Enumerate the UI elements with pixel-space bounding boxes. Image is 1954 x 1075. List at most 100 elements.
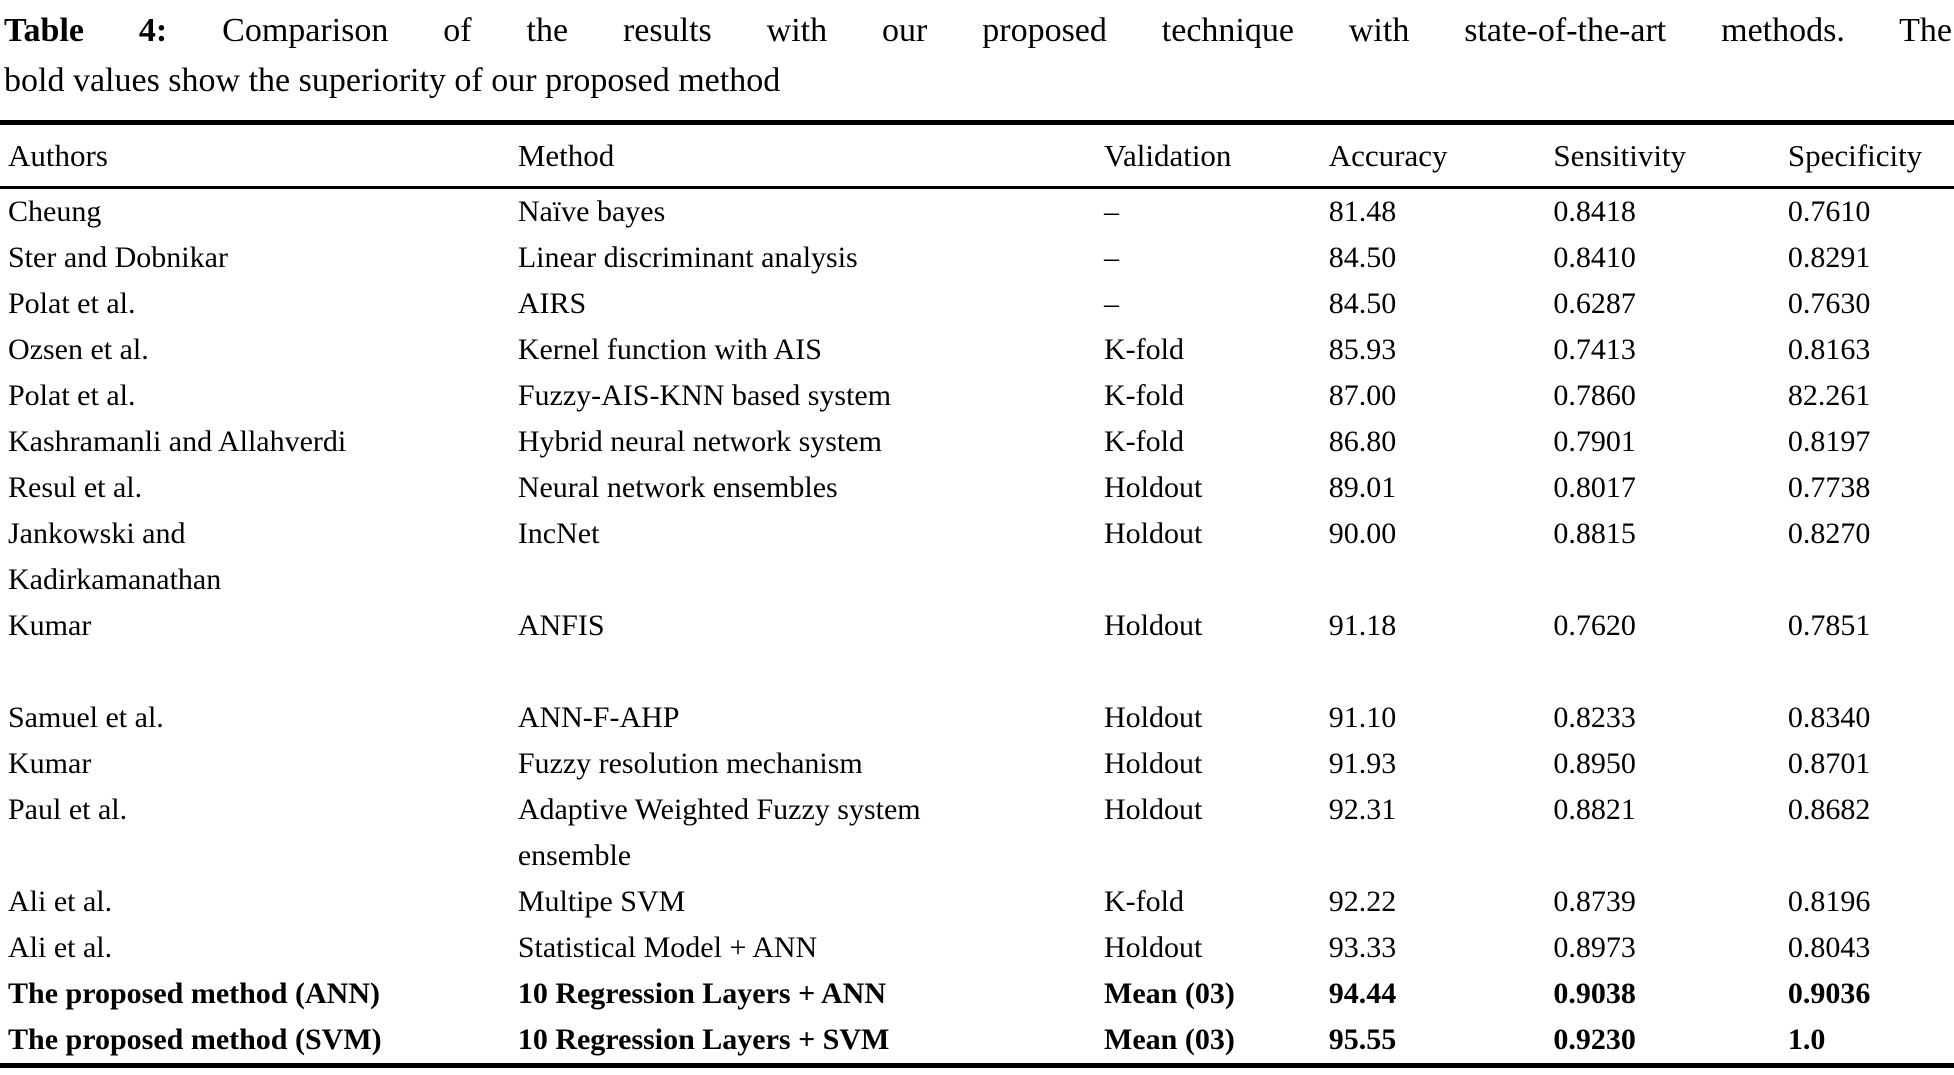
cell-method: Hybrid neural network system [517,425,882,458]
cell-accuracy: 91.10 [1328,701,1397,734]
cell-accuracy: 93.33 [1328,931,1397,964]
cell-authors: The proposed method (ANN) [8,977,380,1010]
cell-method: IncNet [517,517,600,550]
cell-accuracy: 84.50 [1328,287,1397,320]
cell-validation: Mean (03) [1104,1023,1235,1056]
cell-method: Multipe SVM [517,885,686,918]
cell-authors: Kumar [8,747,92,780]
table-row: Kashramanli and Allahverdi Hybrid neural… [0,419,1954,465]
cell-validation: Holdout [1104,701,1203,734]
caption-text-part-1: Comparison of the results with our propo… [222,12,1953,49]
cell-accuracy: 94.44 [1328,977,1397,1010]
table-row: Resul et al. Neural network ensembles Ho… [0,465,1954,511]
table-caption: Table 4: Comparison of the results with … [0,0,1954,106]
cell-specificity: 0.7610 [1787,195,1871,228]
cell-accuracy: 81.48 [1328,195,1397,228]
table-header: Authors Method Validation Accuracy Sensi… [0,122,1954,189]
cell-sensitivity: 0.8815 [1553,517,1636,550]
cell-accuracy: 84.50 [1328,241,1397,274]
cell-validation: Holdout [1104,747,1203,780]
table-row: Kumar Fuzzy resolution mechanism Holdout… [0,741,1954,787]
cell-validation: K-fold [1104,885,1184,918]
cell-authors: Ozsen et al. [8,333,149,366]
cell-method: Adaptive Weighted Fuzzy system ensemble [517,793,921,872]
cell-accuracy: 86.80 [1328,425,1397,458]
cell-accuracy: 85.93 [1328,333,1397,366]
cell-specificity: 0.8291 [1787,241,1871,274]
table-row: Ali et al. Statistical Model + ANN Holdo… [0,925,1954,971]
cell-sensitivity: 0.8418 [1553,195,1636,228]
cell-specificity: 1.0 [1787,1023,1826,1056]
cell-method: Fuzzy resolution mechanism [517,747,863,780]
cell-specificity: 0.9036 [1787,977,1871,1010]
cell-validation: K-fold [1104,425,1184,458]
cell-sensitivity: 0.7620 [1553,609,1636,642]
table-row: Paul et al. Adaptive Weighted Fuzzy syst… [0,787,1954,879]
column-header-specificity: Specificity [1787,122,1954,189]
cell-method: 10 Regression Layers + ANN [517,977,887,1010]
cell-accuracy: 89.01 [1328,471,1397,504]
column-header-method: Method [517,122,1105,189]
cell-method: ANFIS [517,609,605,642]
cell-accuracy: 91.93 [1328,747,1397,780]
cell-method: AIRS [517,287,587,320]
column-header-authors: Authors [0,122,518,189]
cell-specificity: 0.7851 [1787,609,1871,642]
cell-authors: Ster and Dobnikar [8,241,228,274]
cell-validation: – [1104,287,1120,320]
table-row: Ali et al. Multipe SVM K-fold 92.22 0.87… [0,879,1954,925]
cell-specificity: 0.8163 [1787,333,1871,366]
column-header-sensitivity: Sensitivity [1553,122,1788,189]
cell-authors: Kumar [8,609,92,642]
proposed-method-svm-row: The proposed method (SVM) 10 Regression … [0,1017,1954,1066]
cell-authors: Ali et al. [8,885,113,918]
cell-sensitivity: 0.7860 [1553,379,1636,412]
cell-sensitivity: 0.6287 [1553,287,1636,320]
cell-authors: Cheung [8,195,102,228]
cell-sensitivity: 0.7413 [1553,333,1636,366]
table-row: Polat et al. Fuzzy-AIS-KNN based system … [0,373,1954,419]
cell-method: Fuzzy-AIS-KNN based system [517,379,892,412]
cell-authors: Polat et al. [8,379,136,412]
cell-accuracy: 91.18 [1328,609,1397,642]
cell-accuracy: 95.55 [1328,1023,1397,1056]
cell-sensitivity: 0.8739 [1553,885,1636,918]
cell-sensitivity: 0.8233 [1553,701,1636,734]
table-row: Ster and Dobnikar Linear discriminant an… [0,235,1954,281]
cell-authors: Kashramanli and Allahverdi [8,425,347,458]
table-row: Jankowski and Kadirkamanathan IncNet Hol… [0,511,1954,603]
cell-specificity: 0.8682 [1787,793,1871,826]
cell-validation: Holdout [1104,517,1203,550]
cell-method: Naïve bayes [517,195,666,228]
cell-sensitivity: 0.8017 [1553,471,1636,504]
spacer-cell [0,649,1954,695]
cell-validation: K-fold [1104,333,1184,366]
cell-specificity: 0.8340 [1787,701,1871,734]
cell-method: Statistical Model + ANN [517,931,818,964]
table-row: Kumar ANFIS Holdout 91.18 0.7620 0.7851 [0,603,1954,649]
cell-authors: Paul et al. [8,793,128,826]
cell-method: Linear discriminant analysis [517,241,858,274]
cell-authors: Polat et al. [8,287,136,320]
table-body: Cheung Naïve bayes – 81.48 0.8418 0.7610… [0,188,1954,1066]
cell-sensitivity: 0.9038 [1553,977,1636,1010]
cell-validation: – [1104,241,1120,274]
table-row: Samuel et al. ANN-F-AHP Holdout 91.10 0.… [0,695,1954,741]
header-row: Authors Method Validation Accuracy Sensi… [0,122,1954,189]
cell-sensitivity: 0.7901 [1553,425,1636,458]
cell-validation: Mean (03) [1104,977,1235,1010]
cell-specificity: 0.8270 [1787,517,1871,550]
cell-specificity: 0.8701 [1787,747,1871,780]
cell-sensitivity: 0.8410 [1553,241,1636,274]
table-row: Cheung Naïve bayes – 81.48 0.8418 0.7610 [0,188,1954,236]
column-header-accuracy: Accuracy [1328,122,1554,189]
cell-accuracy: 87.00 [1328,379,1397,412]
cell-validation: Holdout [1104,609,1203,642]
comparison-table: Authors Method Validation Accuracy Sensi… [0,120,1954,1068]
cell-validation: K-fold [1104,379,1184,412]
proposed-method-ann-row: The proposed method (ANN) 10 Regression … [0,971,1954,1017]
cell-specificity: 82.261 [1787,379,1871,412]
caption-line-2: bold values show the superiority of our … [4,62,781,99]
column-header-validation: Validation [1104,122,1329,189]
